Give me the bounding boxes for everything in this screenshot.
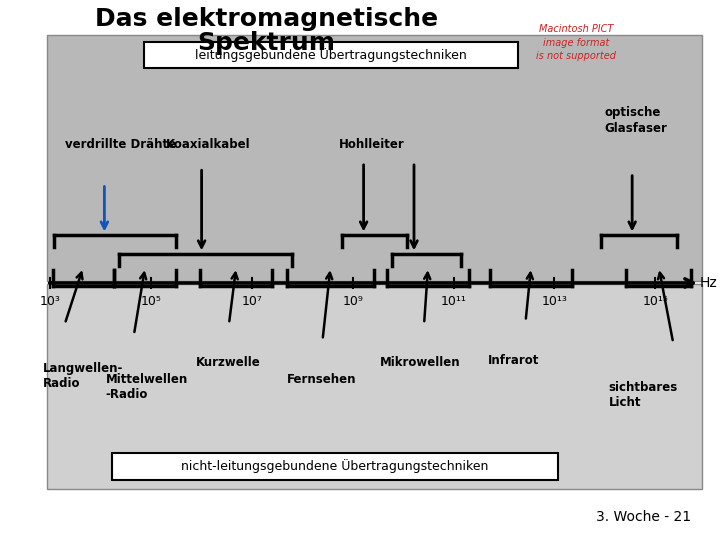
Text: Langwellen-
Radio: Langwellen- Radio bbox=[43, 362, 124, 390]
Text: 10³: 10³ bbox=[40, 295, 60, 308]
Text: Das elektromagnetische: Das elektromagnetische bbox=[95, 7, 438, 31]
Text: 10¹¹: 10¹¹ bbox=[441, 295, 467, 308]
Text: Fernsehen: Fernsehen bbox=[287, 373, 356, 386]
Text: optische
Glasfaser: optische Glasfaser bbox=[605, 106, 667, 135]
Text: Kurzwelle: Kurzwelle bbox=[196, 356, 261, 369]
Bar bbox=[144, 42, 518, 68]
Text: Hz: Hz bbox=[700, 276, 717, 290]
Text: Macintosh PICT
image format
is not supported: Macintosh PICT image format is not suppo… bbox=[536, 24, 616, 60]
Text: Hohlleiter: Hohlleiter bbox=[338, 138, 404, 151]
Bar bbox=[112, 453, 558, 480]
Text: verdrillte Drähte: verdrillte Drähte bbox=[65, 138, 176, 151]
Text: 10¹⁵: 10¹⁵ bbox=[642, 295, 668, 308]
Text: Mittelwellen
-Radio: Mittelwellen -Radio bbox=[106, 373, 188, 401]
Text: sichtbares
Licht: sichtbares Licht bbox=[608, 381, 678, 409]
Text: Spektrum: Spektrum bbox=[197, 31, 336, 55]
Bar bbox=[47, 284, 702, 489]
Text: 10¹³: 10¹³ bbox=[541, 295, 567, 308]
Text: 10⁵: 10⁵ bbox=[141, 295, 161, 308]
Text: Infrarot: Infrarot bbox=[488, 354, 539, 367]
Text: leitungsgebundene Übertragungstechniken: leitungsgebundene Übertragungstechniken bbox=[195, 48, 467, 62]
Text: 10⁷: 10⁷ bbox=[242, 295, 262, 308]
Bar bbox=[47, 35, 702, 281]
Text: 3. Woche - 21: 3. Woche - 21 bbox=[596, 510, 691, 524]
Text: Koaxialkabel: Koaxialkabel bbox=[166, 138, 251, 151]
Text: Mikrowellen: Mikrowellen bbox=[380, 356, 461, 369]
Text: nicht-leitungsgebundene Übertragungstechniken: nicht-leitungsgebundene Übertragungstech… bbox=[181, 459, 488, 473]
Text: 10⁹: 10⁹ bbox=[343, 295, 363, 308]
